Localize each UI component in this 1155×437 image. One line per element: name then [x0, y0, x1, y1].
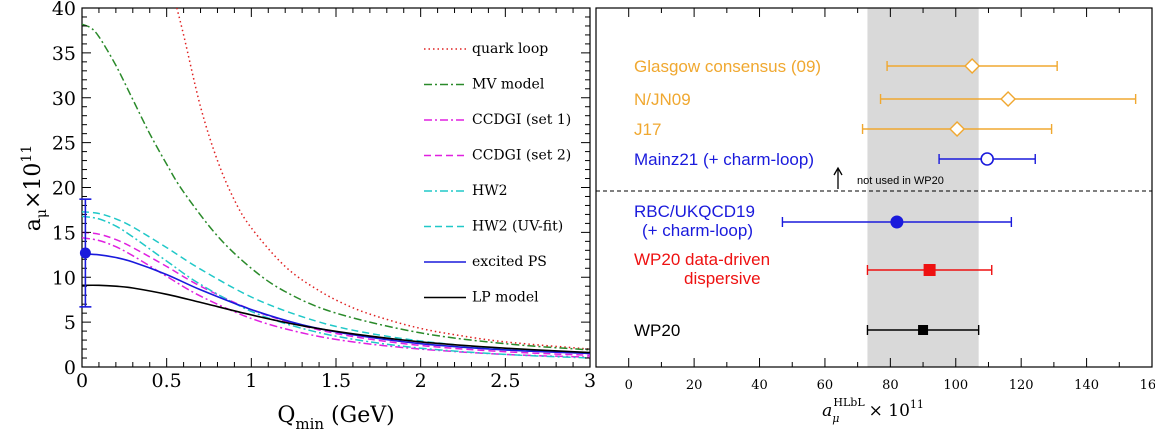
legend-label-6: excited PS	[472, 254, 547, 270]
y-tick-label: 0	[64, 357, 76, 379]
series-line-4	[82, 215, 590, 359]
series-line-7	[82, 284, 590, 354]
entry-2: J17	[634, 120, 1053, 139]
right-entries: Glasgow consensus (09) N/JN09 J17 Mainz21 (…	[634, 57, 1137, 340]
entry-label: WP20 data-driven	[634, 250, 770, 269]
entry-label-line2: (+ charm-loop)	[642, 221, 753, 240]
entry-marker	[1000, 91, 1017, 107]
left-y-axis-label: aμ×1011	[19, 145, 50, 232]
left-data-point	[79, 198, 92, 308]
legend-label-3: CCDGI (set 2)	[472, 148, 571, 164]
x-tick-label: 0	[76, 370, 88, 392]
y-tick-label: 35	[52, 43, 76, 65]
x-tick-label: 2	[415, 370, 427, 392]
entry-marker	[923, 264, 936, 276]
right-x-axis-label: aμHLbL × 1011	[822, 396, 924, 425]
wp20-band	[867, 8, 979, 367]
left-plot-frame	[81, 7, 591, 368]
entry-4: RBC/UKQCD19(+ charm-loop)	[634, 202, 1013, 240]
left-legend: quark loop MV model CCDGI (set 1) CCDGI (se…	[424, 41, 571, 306]
entry-marker	[964, 58, 981, 74]
x-tick-label: 1.5	[321, 370, 351, 392]
x-tick-label: 40	[751, 378, 768, 393]
x-tick-label: 140	[1074, 378, 1099, 393]
x-tick-label: 120	[1009, 378, 1034, 393]
legend-label-7: LP model	[472, 290, 539, 306]
x-tick-label: 3	[584, 370, 596, 392]
legend-label-1: MV model	[472, 77, 545, 93]
not-used-arrow	[833, 166, 843, 189]
entry-label: N/JN09	[634, 90, 691, 109]
separator-note: not used in WP20	[857, 175, 944, 187]
entry-marker	[980, 152, 994, 166]
y-tick-label: 20	[52, 178, 76, 200]
right-chart: not used in WP20 Glasgow consensus (09) N…	[595, 7, 1155, 425]
entry-label: WP20	[634, 321, 680, 340]
x-tick-label: 160	[1140, 378, 1155, 393]
y-tick-label: 40	[52, 0, 76, 20]
entry-label: Glasgow consensus (09)	[634, 57, 821, 76]
y-tick-label: 5	[64, 312, 76, 334]
point-marker	[79, 247, 91, 259]
entry-label: J17	[634, 120, 661, 139]
y-tick-label: 10	[52, 267, 76, 289]
left-curves	[82, 8, 590, 359]
legend-label-4: HW2	[472, 183, 508, 199]
y-tick-label: 15	[52, 222, 76, 244]
left-x-axis-label: Qmin (GeV)	[277, 403, 394, 433]
x-tick-label: 1	[245, 370, 257, 392]
series-line-1	[82, 23, 590, 351]
x-tick-label: 0.5	[152, 370, 182, 392]
series-line-6	[82, 253, 590, 355]
entry-marker	[890, 215, 904, 229]
entry-marker	[949, 121, 966, 137]
x-tick-label: 80	[882, 378, 899, 393]
entry-0: Glasgow consensus (09)	[634, 57, 1058, 76]
x-tick-label: 100	[943, 378, 968, 393]
legend-label-2: CCDGI (set 1)	[472, 112, 571, 128]
entry-label-line2: dispersive	[684, 269, 761, 288]
x-tick-label: 0	[625, 378, 633, 393]
entry-marker	[918, 325, 929, 335]
legend-label-0: quark loop	[472, 41, 548, 57]
entry-6: WP20	[634, 321, 980, 340]
x-tick-label: 20	[686, 378, 703, 393]
entry-1: N/JN09	[634, 90, 1137, 109]
entry-3: Mainz21 (+ charm-loop)	[634, 150, 1036, 169]
x-tick-label: 60	[817, 378, 834, 393]
y-tick-label: 30	[52, 88, 76, 110]
series-line-2	[82, 237, 590, 358]
entry-label: Mainz21 (+ charm-loop)	[634, 150, 814, 169]
right-axis-ticks: 0 20 40 60 80 100 120 140 160	[595, 8, 1155, 393]
legend-label-5: HW2 (UV-fit)	[472, 219, 563, 235]
y-tick-label: 25	[52, 133, 76, 155]
x-tick-label: 2.5	[490, 370, 520, 392]
entry-label: RBC/UKQCD19	[634, 202, 755, 221]
right-plot-frame	[595, 7, 1153, 368]
